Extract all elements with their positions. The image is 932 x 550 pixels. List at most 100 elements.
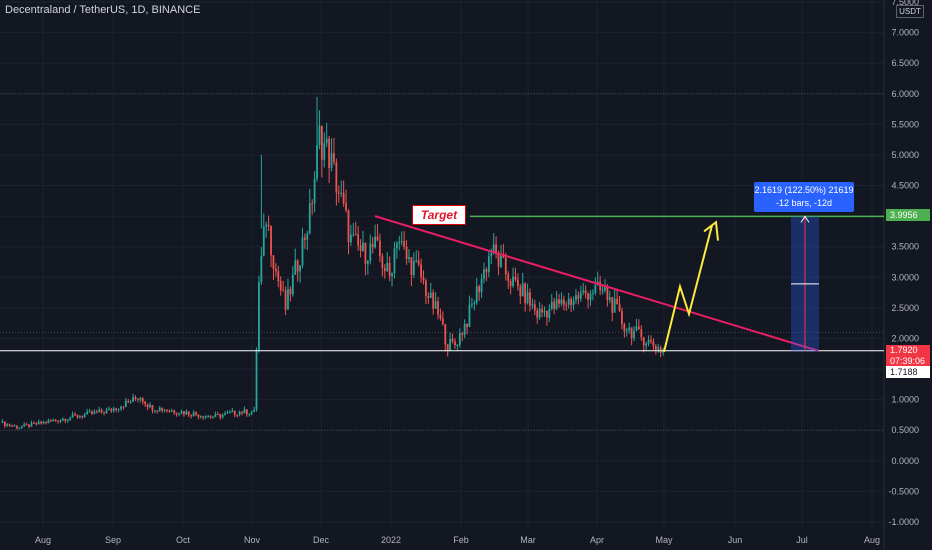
candle-body <box>236 414 239 416</box>
candle-body <box>427 296 430 298</box>
candle-body <box>529 292 531 306</box>
candle-body <box>129 401 132 403</box>
candle-body <box>86 411 89 415</box>
candle-body <box>647 339 650 344</box>
candle-body <box>54 419 57 421</box>
candle-body <box>151 404 154 411</box>
candle-body <box>195 412 197 415</box>
candle-body <box>66 419 69 421</box>
candle-body <box>417 260 420 265</box>
candle-body <box>454 341 456 346</box>
candle-body <box>371 243 374 248</box>
y-tick-label: 2.0000 <box>891 333 919 343</box>
candle-body <box>480 278 483 293</box>
candle-body <box>139 398 142 400</box>
candle-body <box>69 417 72 420</box>
candle-body <box>412 261 415 276</box>
candle-body <box>47 420 50 423</box>
candle-body <box>567 298 570 305</box>
candle-body <box>466 323 468 327</box>
candle-body <box>190 414 193 416</box>
candle-body <box>262 226 265 256</box>
candle-body <box>333 153 335 163</box>
candle-body <box>531 304 534 306</box>
candle-body <box>354 234 357 236</box>
candle-body <box>216 414 219 416</box>
y-tick-label: 1.0000 <box>891 395 919 405</box>
candle-body <box>579 292 582 299</box>
candle-body <box>76 415 79 418</box>
candle-body <box>483 269 485 279</box>
candle-body <box>250 411 253 414</box>
candle-body <box>100 409 103 413</box>
candle-body <box>475 286 478 303</box>
candle-body <box>301 237 304 266</box>
candle-body <box>405 246 408 259</box>
x-tick-label: Oct <box>176 535 191 545</box>
candle-body <box>473 302 476 304</box>
x-tick-label: 2022 <box>381 535 401 545</box>
candle-body <box>175 412 178 414</box>
candle-body <box>103 412 105 414</box>
candle-body <box>628 327 631 331</box>
candle-body <box>652 341 655 346</box>
candle-body <box>599 281 602 291</box>
candle-body <box>546 311 548 318</box>
y-tick-label: 0.0000 <box>891 456 919 466</box>
x-tick-label: Apr <box>590 535 604 545</box>
unit-badge[interactable]: USDT <box>896 5 924 18</box>
candle-body <box>386 262 389 272</box>
x-tick-label: Feb <box>453 535 469 545</box>
y-tick-label: 6.5000 <box>891 58 919 68</box>
candle-body <box>347 210 350 243</box>
y-tick-label: 0.5000 <box>891 425 919 435</box>
candle-body <box>633 330 635 339</box>
candle-body <box>291 274 294 295</box>
candle-body <box>618 304 621 311</box>
candle-body <box>238 411 241 415</box>
target-label[interactable]: Target <box>412 205 466 225</box>
candle-body <box>357 234 360 246</box>
candle-body <box>432 292 435 309</box>
chart-title: Decentraland / TetherUS, 1D, BINANCE <box>5 4 201 16</box>
candle-body <box>366 260 369 264</box>
candle-body <box>153 410 156 412</box>
candle-body <box>124 400 127 407</box>
candle-body <box>49 420 52 422</box>
candle-body <box>178 413 180 415</box>
candle-body <box>214 414 217 418</box>
candle-body <box>272 255 275 269</box>
measure-box[interactable]: 2.1619 (122.50%) 21619 -12 bars, -12d <box>754 182 854 212</box>
candle-body <box>161 407 164 411</box>
candle-body <box>141 398 144 402</box>
candle-body <box>313 178 316 204</box>
candle-body <box>289 289 292 295</box>
candle-body <box>502 255 505 258</box>
candle-body <box>492 244 495 254</box>
candle-body <box>490 253 493 257</box>
candle-body <box>325 138 328 144</box>
candle-body <box>403 240 406 247</box>
candle-body <box>226 412 229 414</box>
candle-body <box>8 424 11 426</box>
candle-body <box>37 421 40 425</box>
low-price-tag: 1.7188 <box>886 366 930 378</box>
candle-body <box>388 262 391 277</box>
y-tick-label: -1.0000 <box>888 517 919 527</box>
candle-body <box>393 248 396 274</box>
candle-body <box>558 299 560 304</box>
x-tick-label: May <box>655 535 673 545</box>
candle-body <box>521 283 524 297</box>
candle-body <box>20 426 23 428</box>
candle-body <box>253 409 255 412</box>
candle-body <box>352 234 355 236</box>
candle-body <box>57 420 59 422</box>
candle-body <box>575 295 577 301</box>
candle-body <box>282 290 285 292</box>
candle-body <box>74 414 76 416</box>
measure-line-1: 2.1619 (122.50%) 21619 <box>754 185 854 195</box>
candle-body <box>199 416 202 418</box>
candle-body <box>42 421 45 424</box>
